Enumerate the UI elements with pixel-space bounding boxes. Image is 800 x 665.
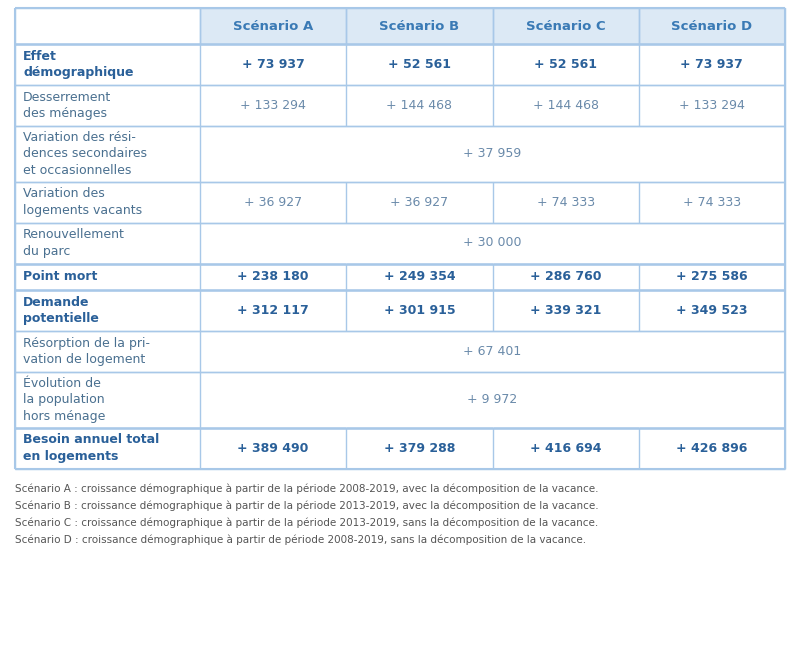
Bar — [200, 372, 785, 428]
Text: + 349 523: + 349 523 — [676, 304, 748, 317]
Bar — [15, 263, 200, 290]
Text: + 144 468: + 144 468 — [533, 99, 598, 112]
Text: Scénario C: Scénario C — [526, 19, 606, 33]
Text: + 73 937: + 73 937 — [681, 58, 743, 71]
Bar — [15, 290, 200, 331]
Text: Demande
potentielle: Demande potentielle — [23, 296, 99, 325]
Bar — [200, 290, 346, 331]
Bar — [346, 44, 493, 85]
Text: Renouvellement
du parc: Renouvellement du parc — [23, 228, 125, 258]
Bar — [638, 44, 785, 85]
Bar — [346, 428, 493, 469]
Bar — [200, 263, 346, 290]
Bar — [200, 85, 346, 126]
Text: + 73 937: + 73 937 — [242, 58, 305, 71]
Text: + 30 000: + 30 000 — [463, 237, 522, 249]
Bar — [15, 223, 200, 263]
Bar — [493, 85, 638, 126]
Text: + 144 468: + 144 468 — [386, 99, 452, 112]
Text: + 312 117: + 312 117 — [238, 304, 309, 317]
Text: + 67 401: + 67 401 — [463, 345, 522, 358]
Text: Point mort: Point mort — [23, 270, 98, 283]
Bar — [638, 8, 785, 44]
Bar — [200, 8, 346, 44]
Bar — [200, 428, 346, 469]
Bar — [200, 8, 346, 44]
Bar — [200, 126, 785, 182]
Bar — [638, 428, 785, 469]
Text: + 301 915: + 301 915 — [383, 304, 455, 317]
Text: + 389 490: + 389 490 — [238, 442, 309, 454]
Bar — [346, 8, 493, 44]
Text: + 74 333: + 74 333 — [683, 196, 741, 209]
Text: Résorption de la pri-
vation de logement: Résorption de la pri- vation de logement — [23, 336, 150, 366]
Bar — [493, 263, 638, 290]
Bar — [200, 44, 346, 85]
Bar — [346, 263, 493, 290]
Text: Scénario C : croissance démographique à partir de la période 2013-2019, sans la : Scénario C : croissance démographique à … — [15, 517, 598, 528]
Text: + 52 561: + 52 561 — [388, 58, 451, 71]
Text: + 37 959: + 37 959 — [463, 147, 522, 160]
Bar — [638, 263, 785, 290]
Bar — [493, 44, 638, 85]
Bar — [638, 85, 785, 126]
Bar — [493, 290, 638, 331]
Bar — [15, 126, 200, 182]
Bar — [493, 428, 638, 469]
Text: + 9 972: + 9 972 — [467, 393, 518, 406]
Bar — [15, 331, 200, 372]
Text: Évolution de
la population
hors ménage: Évolution de la population hors ménage — [23, 377, 106, 423]
Text: Effet
démographique: Effet démographique — [23, 50, 134, 79]
Text: + 426 896: + 426 896 — [676, 442, 747, 454]
Bar — [493, 8, 638, 44]
Bar — [15, 85, 200, 126]
Text: + 379 288: + 379 288 — [384, 442, 455, 454]
Bar — [493, 182, 638, 223]
Text: + 133 294: + 133 294 — [240, 99, 306, 112]
Text: + 36 927: + 36 927 — [390, 196, 449, 209]
Text: + 238 180: + 238 180 — [238, 270, 309, 283]
Text: + 249 354: + 249 354 — [383, 270, 455, 283]
Bar — [15, 8, 200, 44]
Bar — [200, 223, 785, 263]
Bar — [200, 182, 346, 223]
Text: + 133 294: + 133 294 — [679, 99, 745, 112]
Bar — [493, 8, 638, 44]
Bar — [15, 428, 200, 469]
Bar — [200, 331, 785, 372]
Bar — [346, 182, 493, 223]
Text: + 74 333: + 74 333 — [537, 196, 594, 209]
Bar — [15, 44, 200, 85]
Text: Desserrement
des ménages: Desserrement des ménages — [23, 90, 111, 120]
Text: Scénario A : croissance démographique à partir de la période 2008-2019, avec la : Scénario A : croissance démographique à … — [15, 483, 598, 494]
Bar — [346, 8, 493, 44]
Text: Variation des rési-
dences secondaires
et occasionnelles: Variation des rési- dences secondaires e… — [23, 131, 147, 177]
Text: Besoin annuel total
en logements: Besoin annuel total en logements — [23, 434, 159, 463]
Text: Scénario B : croissance démographique à partir de la période 2013-2019, avec la : Scénario B : croissance démographique à … — [15, 501, 598, 511]
Bar — [638, 8, 785, 44]
Bar — [638, 182, 785, 223]
Text: + 36 927: + 36 927 — [244, 196, 302, 209]
Text: + 275 586: + 275 586 — [676, 270, 748, 283]
Bar — [15, 372, 200, 428]
Text: Scénario A: Scénario A — [233, 19, 314, 33]
Bar — [638, 290, 785, 331]
Text: + 286 760: + 286 760 — [530, 270, 602, 283]
Text: + 339 321: + 339 321 — [530, 304, 602, 317]
Text: + 416 694: + 416 694 — [530, 442, 602, 454]
Text: Scénario B: Scénario B — [379, 19, 459, 33]
Bar — [346, 290, 493, 331]
Bar — [15, 182, 200, 223]
Text: Scénario D: Scénario D — [671, 19, 753, 33]
Text: + 52 561: + 52 561 — [534, 58, 597, 71]
Text: Scénario D : croissance démographique à partir de période 2008-2019, sans la déc: Scénario D : croissance démographique à … — [15, 535, 586, 545]
Bar — [346, 85, 493, 126]
Bar — [15, 8, 200, 44]
Text: Variation des
logements vacants: Variation des logements vacants — [23, 188, 142, 217]
